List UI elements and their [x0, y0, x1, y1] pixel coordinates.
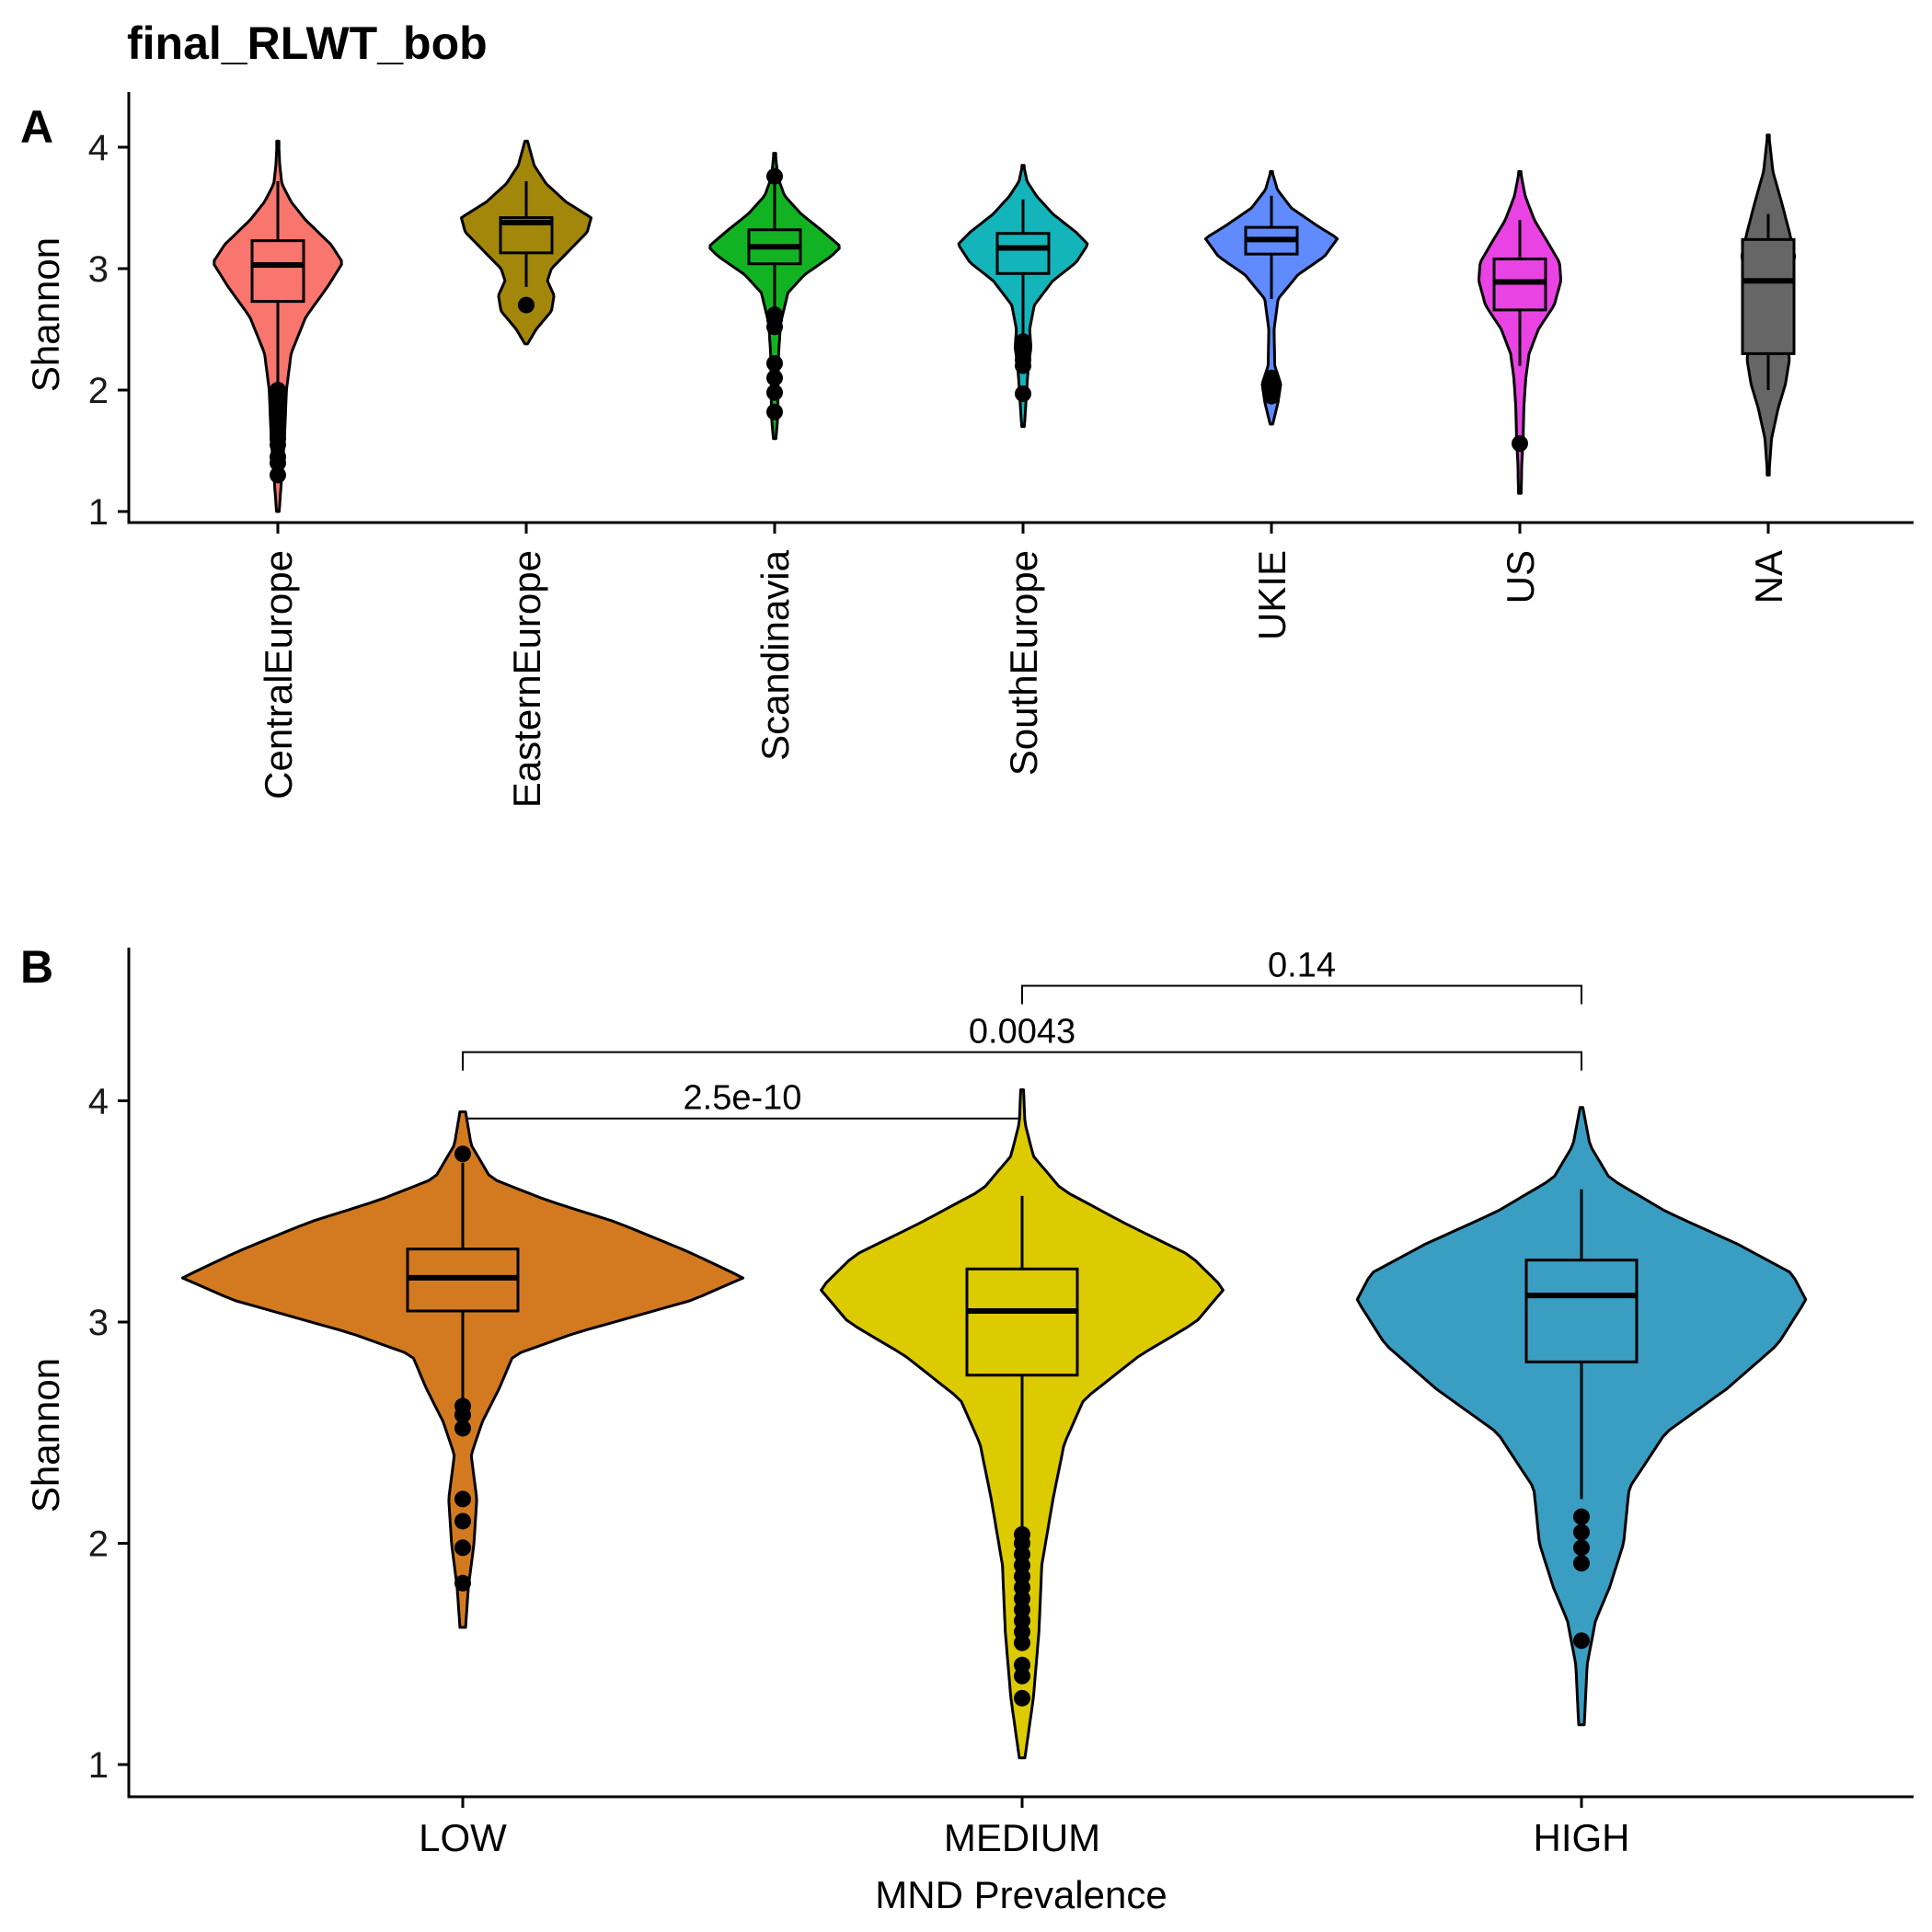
violin-scandinavia — [708, 152, 841, 441]
comparison-bracket — [462, 1117, 1023, 1137]
comparison-bracket — [1021, 984, 1582, 1005]
outlier-point — [766, 306, 783, 324]
outlier-point — [1573, 1508, 1590, 1525]
panel-a-y-axis: 1 2 3 4 — [88, 92, 131, 533]
y-tick-label: 1 — [88, 1745, 109, 1786]
outlier-point — [1014, 1689, 1030, 1707]
outlier-point — [766, 167, 783, 185]
panel-a: A Shannon 1 2 3 4 CentralEurope EasternEurop… — [20, 92, 1914, 808]
outlier-point — [766, 403, 783, 420]
violin-medium — [820, 1087, 1225, 1760]
outlier-point — [270, 466, 286, 484]
box-iqr — [1524, 1259, 1639, 1363]
outlier-point — [1263, 369, 1280, 386]
outlier-point — [1512, 435, 1528, 453]
outlier-point — [454, 1490, 471, 1508]
comparison-p-value: 2.5e-10 — [684, 1079, 802, 1118]
panel-b-comparisons: 2.5e-10 0.0043 0.14 — [462, 946, 1582, 1137]
x-tick-label: US — [1499, 550, 1542, 604]
outlier-point — [1573, 1539, 1590, 1557]
violin-centraleurope — [213, 139, 343, 513]
outlier-point — [454, 1420, 471, 1437]
outlier-point — [1573, 1524, 1590, 1541]
panel-a-label: A — [20, 101, 53, 153]
y-tick-label: 2 — [88, 371, 109, 411]
comparison-p-value: 0.14 — [1268, 946, 1336, 984]
x-tick-label: UKIE — [1250, 550, 1294, 640]
x-tick-label: SouthEurope — [1002, 550, 1045, 776]
x-tick-label: CentralEurope — [257, 550, 300, 799]
figure-title: final_RLWT_bob — [127, 17, 488, 69]
violin-us — [1478, 169, 1562, 495]
comparison-medium-high: 0.14 — [1021, 946, 1582, 1005]
outlier-point — [1573, 1632, 1590, 1650]
x-tick-label: LOW — [419, 1816, 507, 1859]
panel-a-violins — [213, 133, 1797, 513]
panel-b-y-axis: 1 2 3 4 — [88, 948, 131, 1797]
violin-high — [1355, 1106, 1808, 1727]
panel-b-label: B — [20, 941, 53, 993]
outlier-point — [766, 384, 783, 401]
x-tick-label: Scandinavia — [753, 549, 797, 760]
outlier-point — [1015, 385, 1031, 402]
outlier-point — [1015, 333, 1031, 351]
outlier-point — [270, 448, 286, 466]
box-iqr — [995, 232, 1051, 275]
comparison-p-value: 0.0043 — [969, 1013, 1075, 1052]
comparison-low-medium: 2.5e-10 — [462, 1079, 1023, 1137]
x-tick-label: MEDIUM — [944, 1816, 1100, 1859]
box-iqr — [1741, 237, 1796, 355]
outlier-point — [454, 1512, 471, 1530]
x-tick-label: EasternEurope — [505, 550, 548, 808]
y-tick-label: 4 — [88, 128, 109, 168]
panel-b: B Shannon 1 2 3 4 2.5e-10 0.0043 0.14 LOW MEDI… — [20, 941, 1914, 1916]
box-iqr — [250, 239, 305, 304]
box-iqr — [965, 1267, 1079, 1377]
y-tick-label: 4 — [88, 1082, 109, 1122]
outlier-point — [766, 354, 783, 372]
comparison-bracket — [462, 1051, 1582, 1071]
panel-a-y-axis-label: Shannon — [24, 237, 67, 392]
outlier-point — [454, 1539, 471, 1557]
violin-ukie — [1203, 169, 1340, 426]
x-tick-label: HIGH — [1534, 1816, 1630, 1859]
y-tick-label: 3 — [88, 1303, 109, 1343]
violin-easterneurope — [460, 139, 592, 346]
outlier-point — [518, 296, 535, 314]
outlier-point — [454, 1145, 471, 1163]
outlier-point — [1573, 1555, 1590, 1572]
outlier-point — [454, 1397, 471, 1415]
outlier-point — [454, 1574, 471, 1592]
y-tick-label: 3 — [88, 249, 109, 290]
violin-na — [1740, 133, 1797, 477]
x-tick-label: NA — [1747, 550, 1790, 604]
outlier-point — [270, 382, 286, 398]
panel-b-x-axis-label: MND Prevalence — [875, 1873, 1167, 1916]
outlier-point — [1014, 1656, 1030, 1673]
y-tick-label: 1 — [88, 492, 109, 533]
panel-a-x-axis: CentralEurope EasternEurope Scandinavia Sou… — [127, 521, 1914, 808]
panel-b-y-axis-label: Shannon — [24, 1358, 67, 1512]
violin-southeurope — [957, 164, 1089, 429]
violin-low — [180, 1110, 745, 1629]
panel-b-x-axis: LOW MEDIUM HIGH — [127, 1795, 1914, 1859]
y-tick-label: 2 — [88, 1524, 109, 1565]
outlier-point — [1014, 1525, 1030, 1543]
comparison-low-high: 0.0043 — [462, 1013, 1582, 1071]
outlier-point — [766, 369, 783, 386]
panel-b-violins — [180, 1087, 1808, 1760]
